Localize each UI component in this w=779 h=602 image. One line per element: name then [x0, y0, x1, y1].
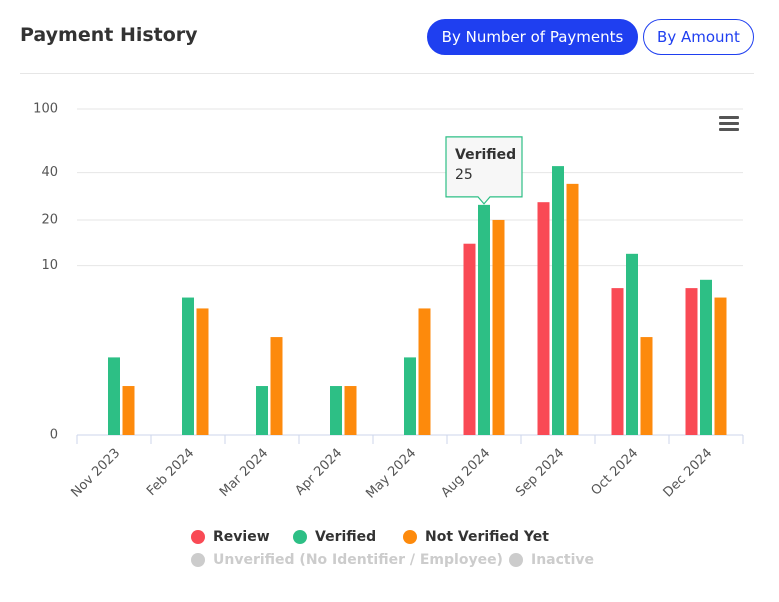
bar [418, 308, 431, 435]
tooltip-title: Verified [455, 147, 516, 163]
bar [700, 279, 712, 435]
legend-label: Not Verified Yet [425, 529, 549, 545]
legend-swatch [293, 530, 307, 544]
y-tick-label: 20 [41, 212, 58, 227]
bar [611, 288, 624, 435]
bar [256, 386, 268, 435]
y-tick-label: 10 [41, 258, 58, 273]
x-tick-label: Aug 2024 [438, 446, 493, 501]
bar [463, 243, 476, 435]
x-tick-label: Nov 2023 [68, 446, 123, 501]
x-tick-label: May 2024 [363, 446, 419, 502]
legend-swatch [191, 530, 205, 544]
x-tick-label: Feb 2024 [144, 446, 197, 499]
legend-label: Verified [315, 529, 376, 545]
bar [478, 204, 490, 435]
tooltip-box [445, 136, 523, 205]
bar [492, 219, 505, 435]
legend-item[interactable]: Inactive [509, 552, 594, 568]
x-tick-label: Oct 2024 [588, 446, 641, 499]
tooltip-value: 25 [455, 167, 473, 183]
x-tick-label: Sep 2024 [513, 446, 567, 500]
y-tick-label: 40 [41, 165, 58, 180]
x-tick-label: Mar 2024 [217, 446, 271, 500]
legend-item[interactable]: Verified [293, 529, 376, 545]
x-tick-label: Apr 2024 [292, 446, 345, 499]
bar [404, 357, 416, 435]
bar [108, 357, 120, 435]
y-tick-label: 100 [33, 102, 58, 117]
bar [714, 297, 727, 435]
bar [182, 297, 194, 435]
legend-swatch [509, 553, 523, 567]
bar [685, 288, 698, 435]
bar [196, 308, 209, 435]
bar [122, 386, 135, 435]
x-tick-label: Dec 2024 [661, 446, 716, 501]
bar [270, 337, 283, 435]
legend-swatch [191, 553, 205, 567]
bar [626, 253, 638, 435]
title: Payment History [20, 24, 198, 46]
legend-item[interactable]: Unverified (No Identifier / Employee) [191, 552, 503, 568]
legend-label: Unverified (No Identifier / Employee) [213, 552, 503, 568]
bar [537, 202, 550, 435]
legend-item[interactable]: Not Verified Yet [403, 529, 549, 545]
bar [344, 386, 357, 435]
button[interactable]: By Number of Payments [427, 19, 638, 55]
bar [330, 386, 342, 435]
bar [552, 166, 564, 435]
divider [20, 73, 754, 74]
bar [640, 337, 653, 435]
bar [566, 183, 579, 435]
legend-swatch [403, 530, 417, 544]
legend-label: Inactive [531, 552, 594, 568]
menu-icon[interactable] [719, 116, 739, 131]
y-tick-label: 0 [50, 428, 58, 443]
legend-label: Review [213, 529, 270, 545]
legend-item[interactable]: Review [191, 529, 270, 545]
button[interactable]: By Amount [643, 19, 754, 55]
tooltip: Verified 25 [445, 136, 523, 205]
